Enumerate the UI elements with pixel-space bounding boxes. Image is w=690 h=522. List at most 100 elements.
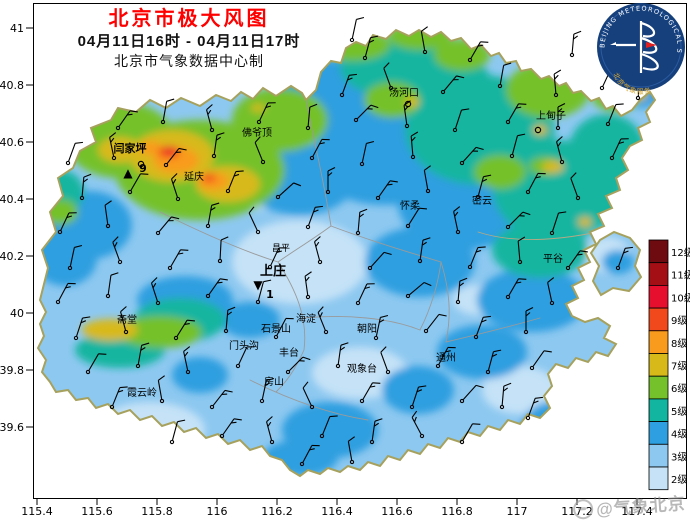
barb-tick bbox=[379, 319, 385, 323]
legend-label: 3级 bbox=[671, 451, 687, 463]
barb-station-dot bbox=[323, 329, 329, 335]
legend-swatch bbox=[648, 353, 669, 377]
wind-barb bbox=[467, 246, 486, 270]
wind-barb bbox=[259, 377, 275, 404]
barb-station-dot bbox=[375, 195, 381, 201]
wind-barb bbox=[120, 306, 129, 335]
barb-tick bbox=[184, 323, 190, 325]
barb-staff bbox=[212, 390, 226, 406]
wind-barb bbox=[517, 236, 526, 265]
wind-barb bbox=[267, 247, 287, 270]
barb-station-dot bbox=[299, 461, 305, 467]
barb-staff bbox=[371, 421, 376, 441]
barb-station-dot bbox=[155, 230, 161, 236]
barb-station-dot bbox=[275, 194, 281, 200]
wind-barb bbox=[473, 315, 492, 340]
wind-barb bbox=[569, 30, 582, 58]
barb-station-dot bbox=[127, 189, 133, 195]
barb-station-dot bbox=[517, 259, 523, 265]
barb-tick bbox=[517, 236, 526, 242]
wind-barb bbox=[105, 272, 119, 299]
barb-staff bbox=[552, 212, 560, 232]
barb-station-dot bbox=[553, 92, 559, 98]
barb-tick bbox=[366, 140, 375, 144]
barb-staff bbox=[487, 351, 494, 371]
barb-staff bbox=[257, 281, 264, 301]
wind-barb bbox=[355, 208, 368, 236]
barb-tick bbox=[347, 77, 353, 81]
barb-station-dot bbox=[385, 369, 391, 375]
barb-station-dot bbox=[505, 119, 511, 125]
wind-barb bbox=[206, 104, 215, 133]
barb-station-dot bbox=[569, 52, 575, 58]
wind-barb bbox=[525, 396, 544, 421]
wind-barb bbox=[319, 415, 338, 439]
wind-barb bbox=[417, 237, 431, 264]
wind-barb bbox=[440, 75, 465, 95]
wind-barb bbox=[453, 206, 461, 235]
wind-region-4级 bbox=[220, 302, 280, 338]
legend-label: 5级 bbox=[671, 406, 687, 418]
barb-tick bbox=[418, 385, 427, 388]
barb-station-dot bbox=[459, 439, 465, 445]
barb-tick bbox=[263, 279, 272, 283]
wind-barb bbox=[375, 180, 398, 201]
wind-barb bbox=[553, 69, 562, 98]
barb-station-dot bbox=[635, 95, 641, 101]
barb-station-dot bbox=[529, 365, 535, 371]
barb-tick bbox=[302, 356, 311, 361]
barb-station-dot bbox=[267, 264, 273, 270]
wind-barb bbox=[304, 271, 312, 300]
barb-station-dot bbox=[111, 155, 117, 161]
barb-staff bbox=[508, 103, 519, 121]
wind-legend: 12级 11级 10级 9级 8级 7级 6级 5级 4级 3级 2级 bbox=[648, 239, 690, 491]
barb-tick bbox=[518, 103, 527, 105]
barb-staff bbox=[528, 398, 536, 417]
barb-station-dot bbox=[155, 300, 161, 306]
wind-barb bbox=[455, 277, 468, 305]
barb-tick bbox=[104, 200, 112, 206]
barb-tick bbox=[265, 105, 272, 109]
barb-station-dot bbox=[349, 37, 355, 43]
barb-tick bbox=[315, 205, 324, 208]
barb-staff bbox=[508, 278, 519, 296]
barb-station-dot bbox=[335, 363, 341, 369]
wind-barb bbox=[605, 103, 624, 127]
barb-tick bbox=[503, 382, 512, 387]
barb-station-dot bbox=[273, 334, 279, 340]
barb-staff bbox=[358, 283, 368, 302]
barb-station-dot bbox=[499, 404, 505, 410]
barb-staff bbox=[517, 241, 521, 261]
barb-tick bbox=[533, 400, 539, 404]
barb-staff bbox=[462, 423, 473, 441]
barb-station-dot bbox=[440, 89, 446, 95]
barb-tick bbox=[410, 131, 419, 137]
barb-tick bbox=[472, 423, 481, 425]
barb-staff bbox=[207, 205, 213, 225]
barb-tick bbox=[254, 136, 261, 143]
wind-barb bbox=[317, 306, 329, 335]
wind-barb bbox=[359, 140, 375, 167]
barb-station-dot bbox=[497, 83, 503, 89]
barb-station-dot bbox=[160, 119, 166, 125]
wind-barb bbox=[219, 418, 242, 439]
wind-barb bbox=[223, 306, 236, 334]
barb-tick bbox=[151, 277, 158, 284]
barb-tick bbox=[380, 314, 389, 318]
barb-tick bbox=[481, 319, 487, 323]
barb-station-dot bbox=[309, 404, 315, 410]
x-tick-label: 117 bbox=[507, 505, 528, 518]
barb-staff bbox=[423, 170, 429, 190]
barb-tick bbox=[483, 315, 492, 318]
wind-barb bbox=[285, 356, 311, 375]
barb-staff bbox=[302, 445, 313, 463]
barb-staff bbox=[357, 212, 361, 232]
barb-station-dot bbox=[455, 229, 461, 235]
barb-staff bbox=[238, 346, 248, 365]
wind-region-9级 bbox=[202, 174, 216, 182]
barb-station-dot bbox=[559, 159, 565, 165]
wind-barb bbox=[127, 173, 149, 195]
station-label: 平谷 bbox=[543, 253, 563, 265]
